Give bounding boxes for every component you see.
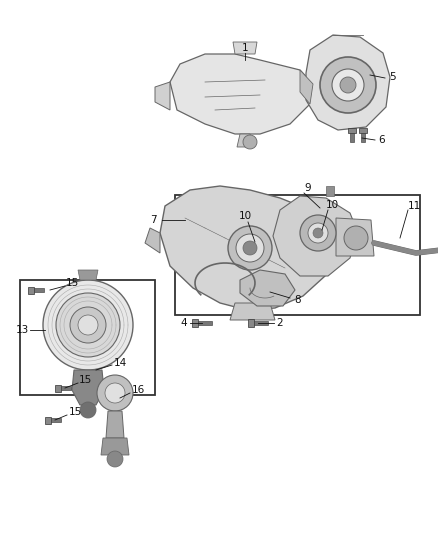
Text: 8: 8 — [295, 295, 301, 305]
Polygon shape — [170, 54, 313, 134]
Polygon shape — [55, 384, 61, 392]
Text: 15: 15 — [68, 407, 81, 417]
Text: 10: 10 — [325, 200, 339, 210]
Circle shape — [313, 228, 323, 238]
Polygon shape — [78, 270, 98, 280]
Text: 9: 9 — [305, 183, 311, 193]
Polygon shape — [28, 287, 34, 294]
Bar — [175, 195, 420, 315]
Polygon shape — [51, 418, 61, 422]
Polygon shape — [106, 411, 124, 438]
Text: 11: 11 — [407, 201, 420, 211]
Circle shape — [332, 69, 364, 101]
Text: 15: 15 — [78, 375, 92, 385]
Polygon shape — [233, 42, 257, 54]
Circle shape — [340, 77, 356, 93]
Polygon shape — [254, 321, 268, 326]
Polygon shape — [61, 386, 71, 390]
Circle shape — [78, 315, 98, 335]
Polygon shape — [45, 416, 51, 424]
Polygon shape — [326, 186, 334, 196]
Polygon shape — [273, 196, 358, 276]
Bar — [20, 280, 155, 395]
Circle shape — [97, 375, 133, 411]
Circle shape — [300, 215, 336, 251]
Text: 13: 13 — [15, 325, 28, 335]
Polygon shape — [34, 288, 44, 292]
Text: 7: 7 — [150, 215, 156, 225]
Polygon shape — [240, 270, 295, 306]
Text: 16: 16 — [131, 385, 145, 395]
Polygon shape — [360, 133, 365, 142]
Circle shape — [243, 241, 257, 255]
Circle shape — [56, 293, 120, 357]
Text: 14: 14 — [113, 358, 127, 368]
Polygon shape — [237, 134, 253, 147]
Polygon shape — [160, 186, 337, 310]
Circle shape — [344, 226, 368, 250]
Polygon shape — [101, 438, 129, 455]
Circle shape — [308, 223, 328, 243]
Circle shape — [80, 402, 96, 418]
Polygon shape — [300, 70, 313, 104]
Polygon shape — [248, 319, 254, 327]
Circle shape — [228, 226, 272, 270]
Polygon shape — [348, 128, 356, 133]
Polygon shape — [145, 228, 160, 253]
Polygon shape — [192, 319, 198, 327]
Polygon shape — [155, 82, 170, 110]
Text: 6: 6 — [379, 135, 385, 145]
Circle shape — [236, 234, 264, 262]
Polygon shape — [72, 370, 104, 405]
Circle shape — [107, 451, 123, 467]
Polygon shape — [350, 133, 354, 142]
Polygon shape — [198, 321, 212, 326]
Circle shape — [320, 57, 376, 113]
Text: 5: 5 — [389, 72, 396, 82]
Text: 4: 4 — [181, 318, 187, 328]
Text: 10: 10 — [238, 211, 251, 221]
Circle shape — [43, 280, 133, 370]
Circle shape — [105, 383, 125, 403]
Polygon shape — [306, 35, 390, 130]
Polygon shape — [336, 218, 374, 256]
Text: 1: 1 — [242, 43, 248, 53]
Circle shape — [243, 135, 257, 149]
Text: 2: 2 — [277, 318, 283, 328]
Polygon shape — [230, 303, 275, 320]
Polygon shape — [359, 128, 367, 133]
Text: 15: 15 — [65, 278, 79, 288]
Circle shape — [70, 307, 106, 343]
